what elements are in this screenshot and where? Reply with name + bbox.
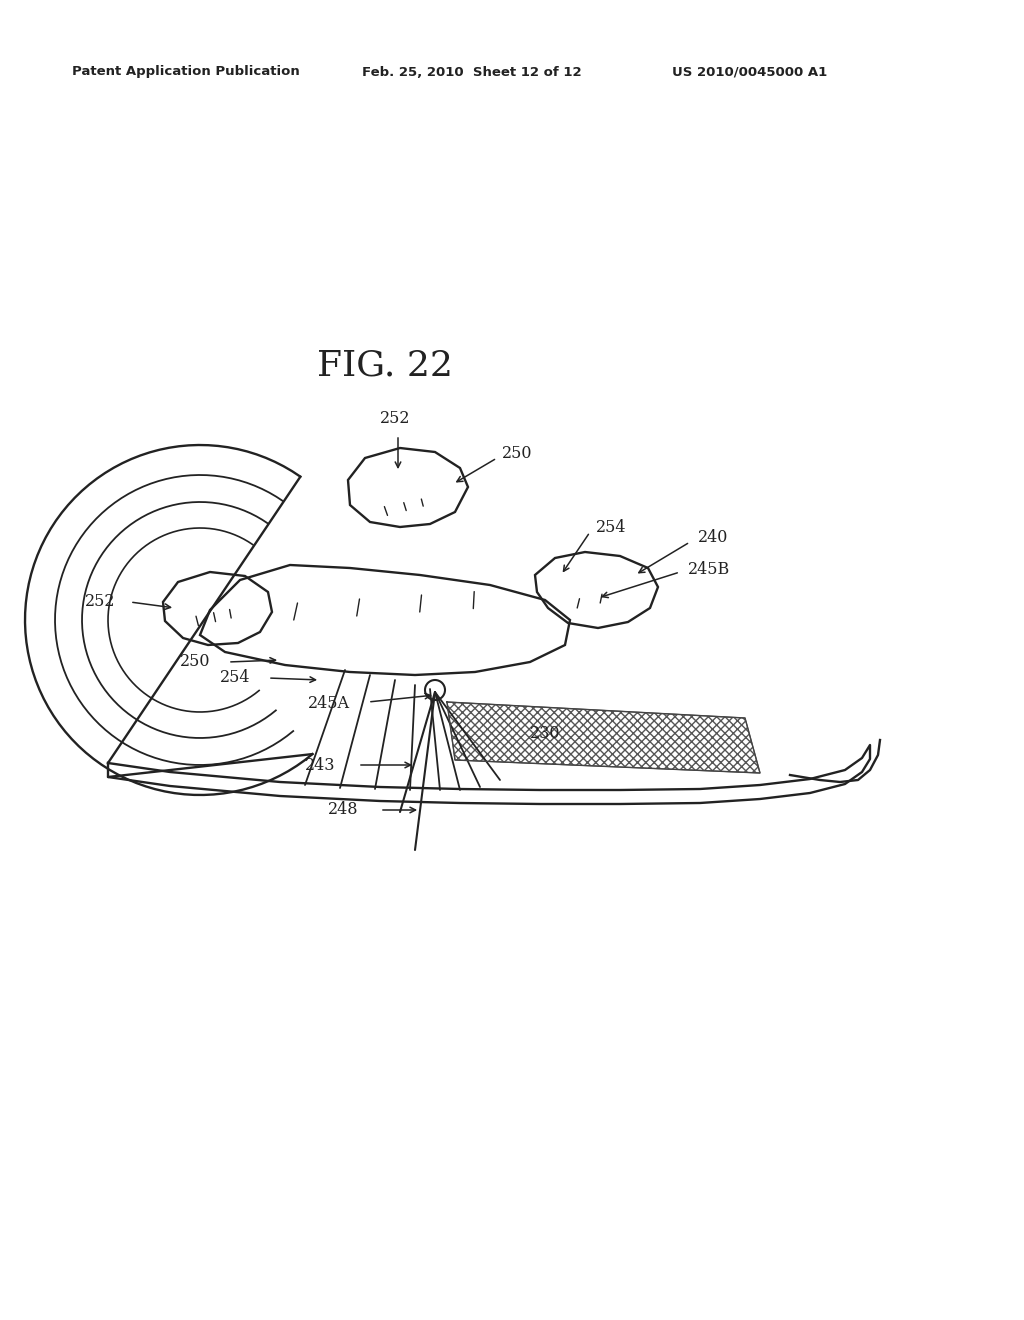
- Text: 250: 250: [180, 653, 211, 671]
- Text: 252: 252: [85, 594, 116, 610]
- Text: 254: 254: [220, 669, 251, 686]
- Text: Patent Application Publication: Patent Application Publication: [72, 66, 300, 78]
- Text: 252: 252: [380, 411, 411, 426]
- Text: 248: 248: [328, 801, 358, 818]
- Text: 250: 250: [502, 445, 532, 462]
- Polygon shape: [447, 702, 760, 774]
- Text: 245B: 245B: [688, 561, 730, 578]
- Text: Feb. 25, 2010  Sheet 12 of 12: Feb. 25, 2010 Sheet 12 of 12: [362, 66, 582, 78]
- Text: 243: 243: [305, 756, 336, 774]
- Text: 230: 230: [530, 725, 560, 742]
- Text: 240: 240: [698, 529, 728, 546]
- Text: US 2010/0045000 A1: US 2010/0045000 A1: [672, 66, 827, 78]
- Text: 245A: 245A: [308, 696, 350, 713]
- Text: 254: 254: [596, 519, 627, 536]
- Text: FIG. 22: FIG. 22: [317, 348, 453, 381]
